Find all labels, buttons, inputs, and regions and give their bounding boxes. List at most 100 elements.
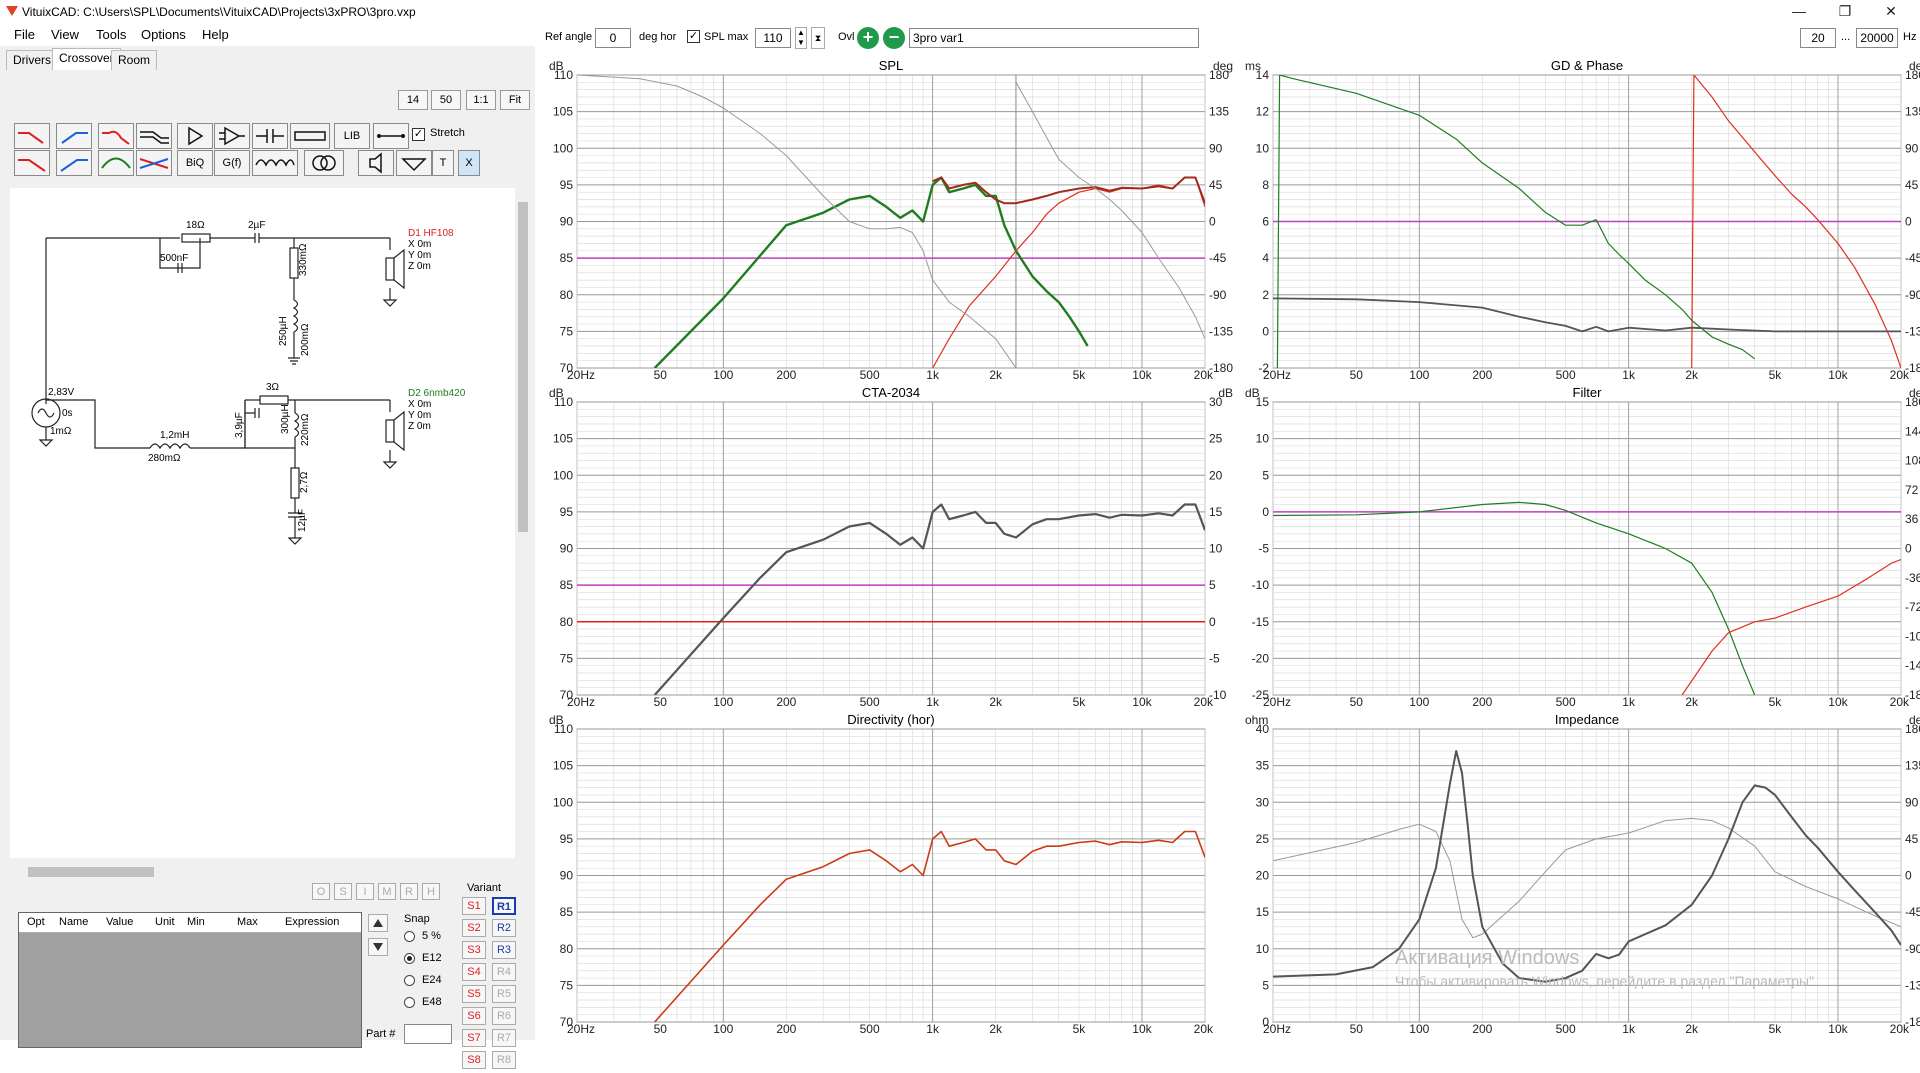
variant-r4-button[interactable]: R4 <box>492 963 516 981</box>
peak-tool[interactable] <box>98 150 134 176</box>
maximize-button[interactable]: ❐ <box>1838 3 1852 19</box>
transformer-tool[interactable] <box>304 150 344 176</box>
lowpass-tool[interactable] <box>14 123 50 149</box>
variant-s3-button[interactable]: S3 <box>462 941 486 959</box>
move-up-button[interactable] <box>368 914 388 932</box>
overlay-remove-button[interactable]: − <box>883 27 905 49</box>
resistor-tool[interactable] <box>290 123 330 149</box>
text-tool[interactable]: T <box>432 150 454 176</box>
biquad-tool[interactable]: BiQ <box>177 150 213 176</box>
highpass2-tool[interactable] <box>56 150 92 176</box>
tab-crossover[interactable]: Crossover <box>52 48 121 70</box>
x-tick-label: 5k <box>1073 695 1087 709</box>
zoom-1-1-button[interactable]: 1:1 <box>466 90 496 110</box>
zoom-14-button[interactable]: 14 <box>398 90 428 110</box>
variant-r6-button[interactable]: R6 <box>492 1007 516 1025</box>
snap-5pct-radio[interactable] <box>404 931 415 942</box>
move-down-button[interactable] <box>368 938 388 956</box>
coil-tool[interactable] <box>252 150 298 176</box>
fmin-input[interactable] <box>1800 28 1836 48</box>
snap-e24-radio[interactable] <box>404 975 415 986</box>
stretch-checkbox[interactable]: ✓ <box>412 128 425 141</box>
col-expression[interactable]: Expression <box>285 916 340 928</box>
crossover-tool[interactable] <box>136 150 172 176</box>
zoom-50-button[interactable]: 50 <box>431 90 461 110</box>
chart-impedance[interactable]: Impedanceohmdeg4035302520151050180135904… <box>1241 711 1920 1036</box>
opt-r-button[interactable]: R <box>400 883 418 900</box>
chart-spl[interactable]: SPL dB deg 110 105 100 95 90 85 80 75 70 180 135 90 45 0… <box>545 57 1237 382</box>
variant-s8-button[interactable]: S8 <box>462 1051 486 1069</box>
ground-tool[interactable] <box>396 150 432 176</box>
variant-r2-button[interactable]: R2 <box>492 919 516 937</box>
col-value[interactable]: Value <box>106 916 134 928</box>
fmax-input[interactable] <box>1856 28 1898 48</box>
opt-m-button[interactable]: M <box>378 883 396 900</box>
opt-h-button[interactable]: H <box>422 883 440 900</box>
variant-r8-button[interactable]: R8 <box>492 1051 516 1069</box>
opt-i-button[interactable]: I <box>356 883 374 900</box>
spl-max-checkbox[interactable]: ✓ <box>687 30 700 43</box>
x-tick-label: 100 <box>1409 1022 1429 1036</box>
chart-directivity-hor[interactable]: Directivity (hor) dB 110 105 100 95 90 85 80 75 70… <box>545 711 1237 1036</box>
delete-tool[interactable]: X <box>458 150 480 176</box>
horizontal-scroll-thumb[interactable] <box>28 867 154 877</box>
capacitor-tool[interactable] <box>252 123 288 149</box>
buffer-tool[interactable] <box>177 123 213 149</box>
wire-tool[interactable] <box>373 123 409 149</box>
menu-file[interactable]: File <box>14 27 35 42</box>
ref-angle-input[interactable] <box>595 28 631 48</box>
menu-view[interactable]: View <box>51 27 79 42</box>
variant-r7-button[interactable]: R7 <box>492 1029 516 1047</box>
variant-s5-button[interactable]: S5 <box>462 985 486 1003</box>
summer-tool[interactable] <box>214 123 250 149</box>
part-number-input[interactable] <box>404 1024 452 1044</box>
y-tick-label: 5 <box>1262 978 1269 992</box>
zoom-fit-button[interactable]: Fit <box>500 90 530 110</box>
schematic-canvas[interactable]: 18Ω 2µF 500nF 330mΩ 250µH 200mΩ D1 HF108… <box>10 188 515 858</box>
schematic-vertical-scrollbar[interactable] <box>515 188 531 858</box>
tab-drivers[interactable]: Drivers <box>6 50 58 70</box>
spl-max-spinner-up[interactable]: ▲ ▼ <box>795 27 807 49</box>
tab-room[interactable]: Room <box>111 50 158 70</box>
vertical-scroll-thumb[interactable] <box>518 202 528 532</box>
minimize-button[interactable]: — <box>1792 3 1806 19</box>
variant-s2-button[interactable]: S2 <box>462 919 486 937</box>
menu-options[interactable]: Options <box>141 27 186 42</box>
speaker-tool[interactable] <box>358 150 394 176</box>
spl-max-input[interactable] <box>755 28 791 48</box>
highpass-tool[interactable] <box>56 123 92 149</box>
col-unit[interactable]: Unit <box>155 916 175 928</box>
col-opt[interactable]: Opt <box>27 916 45 928</box>
schematic-horizontal-scrollbar[interactable] <box>10 864 515 880</box>
chart-gd-phase[interactable]: GD & Phase ms deg 14 12 10 8 6 4 2 0 -2 180 135 90 45 0 -… <box>1241 57 1920 382</box>
bandpass-tool[interactable] <box>98 123 134 149</box>
close-button[interactable]: ✕ <box>1885 3 1897 19</box>
variant-s4-button[interactable]: S4 <box>462 963 486 981</box>
col-max[interactable]: Max <box>237 916 258 928</box>
opt-o-button[interactable]: O <box>312 883 330 900</box>
opt-s-button[interactable]: S <box>334 883 352 900</box>
notch-tool[interactable] <box>136 123 172 149</box>
variant-r1-button[interactable]: R1 <box>492 897 516 915</box>
spl-auto-button[interactable]: ⧗ <box>811 27 825 49</box>
chart-cta-2034[interactable]: CTA-2034 dB dB 110 105 100 95 90 85 80 75 70 30 25 20 1… <box>545 384 1237 709</box>
overlay-add-button[interactable]: + <box>857 27 879 49</box>
snap-e12-radio[interactable] <box>404 953 415 964</box>
variant-r5-button[interactable]: R5 <box>492 985 516 1003</box>
col-name[interactable]: Name <box>59 916 89 928</box>
part-grid[interactable]: Opt Name Value Unit Min Max Expression <box>18 912 362 1048</box>
chart-filter[interactable]: FilterdBdeg151050-5-10-15-20-25180144108… <box>1241 384 1920 709</box>
overlay-name-input[interactable] <box>909 28 1199 48</box>
gf-tool[interactable]: G(f) <box>214 150 250 176</box>
library-tool[interactable]: LIB <box>334 123 370 149</box>
variant-s6-button[interactable]: S6 <box>462 1007 486 1025</box>
menu-tools[interactable]: Tools <box>96 27 127 42</box>
variant-s7-button[interactable]: S7 <box>462 1029 486 1047</box>
snap-e48-radio[interactable] <box>404 997 415 1008</box>
col-min[interactable]: Min <box>187 916 205 928</box>
lowpass2-tool[interactable] <box>14 150 50 176</box>
label-cap3: 3,9µF <box>234 412 245 438</box>
menu-help[interactable]: Help <box>202 27 229 42</box>
variant-s1-button[interactable]: S1 <box>462 897 486 915</box>
variant-r3-button[interactable]: R3 <box>492 941 516 959</box>
